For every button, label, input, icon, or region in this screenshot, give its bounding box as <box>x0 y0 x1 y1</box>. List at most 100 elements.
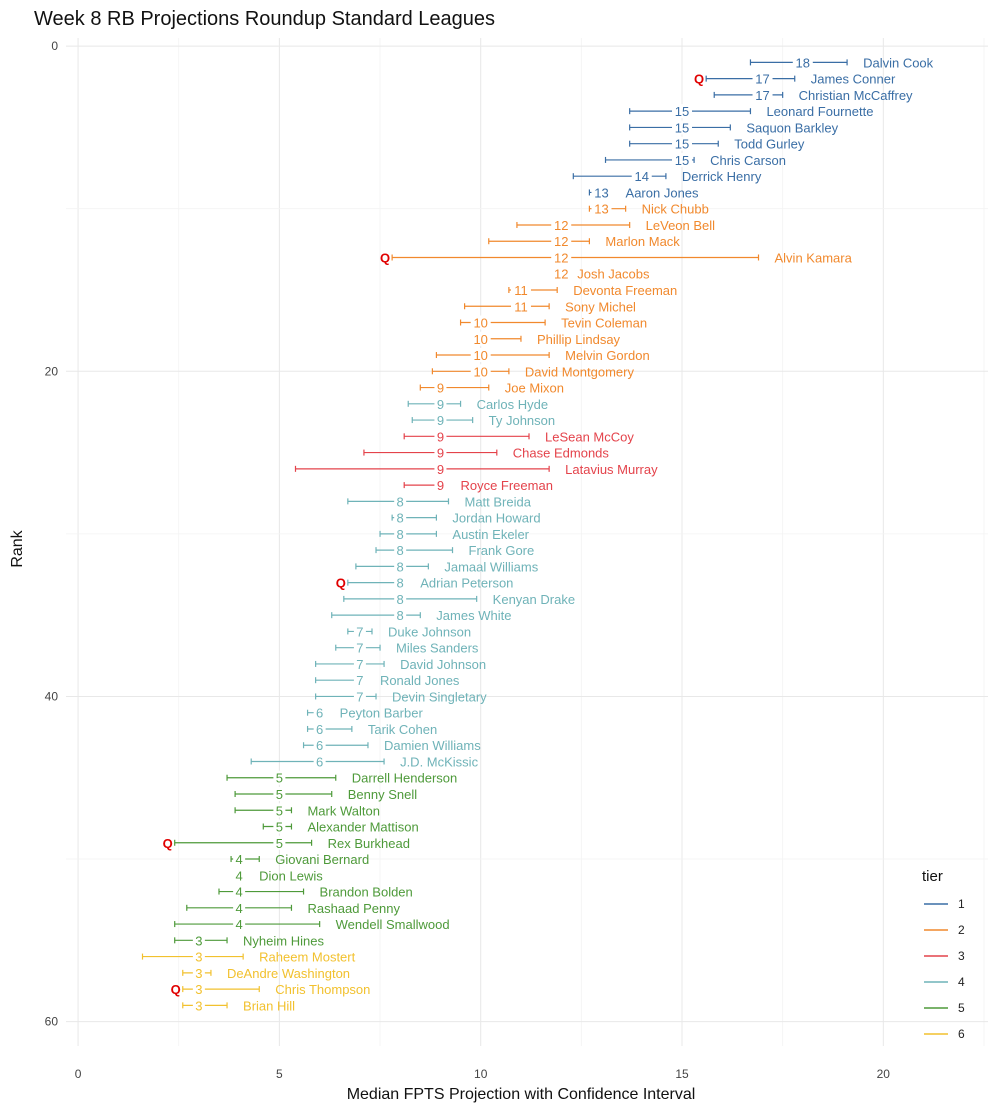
legend-label: 1 <box>958 897 965 911</box>
value-label-bg <box>394 575 407 590</box>
legend-title: tier <box>922 868 943 885</box>
player-name-label: Mark Walton <box>307 803 379 818</box>
value-label: 15 <box>675 153 689 168</box>
value-label-bg <box>551 217 572 232</box>
value-label: 8 <box>397 559 404 574</box>
player-name-label: Ronald Jones <box>380 673 460 688</box>
value-label: 7 <box>356 641 363 656</box>
value-label-bg <box>313 754 326 769</box>
value-label-bg <box>434 461 447 476</box>
value-label: 3 <box>195 998 202 1013</box>
value-label-bg <box>752 87 773 102</box>
error-bar <box>331 612 421 619</box>
error-bar <box>355 563 429 570</box>
value-label-bg <box>672 152 693 167</box>
player-name-label: Austin Ekeler <box>452 527 529 542</box>
value-label-bg <box>353 656 366 671</box>
value-label-bg <box>551 266 572 281</box>
value-label: 5 <box>276 787 283 802</box>
value-label-bg <box>313 705 326 720</box>
value-label-bg <box>233 868 246 883</box>
value-label: 6 <box>316 706 323 721</box>
player-name-label: Damien Williams <box>384 738 481 753</box>
player-name-label: Josh Jacobs <box>577 267 650 282</box>
value-label-bg <box>470 364 491 379</box>
value-label-bg <box>551 234 572 249</box>
questionable-marker: Q <box>336 576 346 591</box>
player-name-label: Wendell Smallwood <box>336 917 450 932</box>
value-label-bg <box>631 169 652 184</box>
value-label: 5 <box>276 836 283 851</box>
value-label-bg <box>672 136 693 151</box>
value-label-bg <box>192 949 205 964</box>
value-label-bg <box>394 591 407 606</box>
player-name-label: Jamaal Williams <box>444 559 538 574</box>
player-name-label: Kenyan Drake <box>493 592 575 607</box>
player-name-label: Royce Freeman <box>460 478 552 493</box>
player-name-label: Giovani Bernard <box>275 852 369 867</box>
player-name-label: Latavius Murray <box>565 462 658 477</box>
error-bar <box>294 465 550 472</box>
value-label: 12 <box>554 218 568 233</box>
value-label-bg <box>394 494 407 509</box>
y-axis-title: Rank <box>9 529 26 567</box>
value-label: 9 <box>437 462 444 477</box>
value-label: 3 <box>195 966 202 981</box>
value-label-bg <box>510 283 531 297</box>
value-label-bg <box>470 331 491 346</box>
value-label-bg <box>752 71 773 86</box>
player-name-label: James White <box>436 608 511 623</box>
player-name-label: Devonta Freeman <box>573 283 677 298</box>
player-name-label: Chris Carson <box>710 153 786 168</box>
value-label-bg <box>394 526 407 541</box>
value-label-bg <box>792 55 813 70</box>
value-label-bg <box>192 998 205 1013</box>
value-label: 15 <box>675 120 689 135</box>
value-label-bg <box>353 640 366 655</box>
value-label: 8 <box>397 608 404 623</box>
questionable-marker: Q <box>163 836 173 851</box>
value-label: 3 <box>195 933 202 948</box>
value-label: 6 <box>316 722 323 737</box>
error-bar <box>705 75 796 82</box>
value-label: 17 <box>755 72 769 87</box>
player-name-label: Matt Breida <box>464 494 531 509</box>
value-label: 9 <box>437 381 444 396</box>
questionable-marker: Q <box>171 982 181 997</box>
questionable-marker: Q <box>380 250 390 265</box>
x-tick-label: 5 <box>276 1067 283 1081</box>
value-label-bg <box>233 884 246 899</box>
value-label: 15 <box>675 104 689 119</box>
error-bar <box>315 660 385 667</box>
player-name-label: DeAndre Washington <box>227 966 350 981</box>
value-label: 6 <box>316 754 323 769</box>
player-name-label: Rashaad Penny <box>307 901 400 916</box>
value-label: 5 <box>276 803 283 818</box>
value-label: 7 <box>356 624 363 639</box>
value-label: 13 <box>594 202 608 217</box>
value-label: 10 <box>473 364 487 379</box>
error-bar <box>463 303 550 310</box>
value-label-bg <box>394 559 407 574</box>
player-name-label: Brian Hill <box>243 998 295 1013</box>
legend: tier 1 2 3 4 5 6 <box>922 868 965 1041</box>
error-bar <box>302 742 369 749</box>
x-tick-label: 10 <box>474 1067 488 1081</box>
player-name-label: Raheem Mostert <box>259 950 355 965</box>
player-name-label: Melvin Gordon <box>565 348 650 363</box>
value-label: 12 <box>554 250 568 265</box>
player-name-label: LeSean McCoy <box>545 429 634 444</box>
value-label-bg <box>470 348 491 363</box>
player-name-label: Devin Singletary <box>392 689 487 704</box>
value-label-bg <box>434 380 447 395</box>
player-name-label: David Montgomery <box>525 364 635 379</box>
error-bar <box>391 254 760 261</box>
value-label: 3 <box>195 982 202 997</box>
value-label: 11 <box>514 283 528 298</box>
player-name-label: Sony Michel <box>565 299 636 314</box>
player-name-label: Dion Lewis <box>259 868 323 883</box>
player-name-label: Ty Johnson <box>489 413 556 428</box>
value-label: 18 <box>796 55 810 70</box>
chart-title: Week 8 RB Projections Roundup Standard L… <box>34 8 495 30</box>
value-label-bg <box>192 933 205 948</box>
